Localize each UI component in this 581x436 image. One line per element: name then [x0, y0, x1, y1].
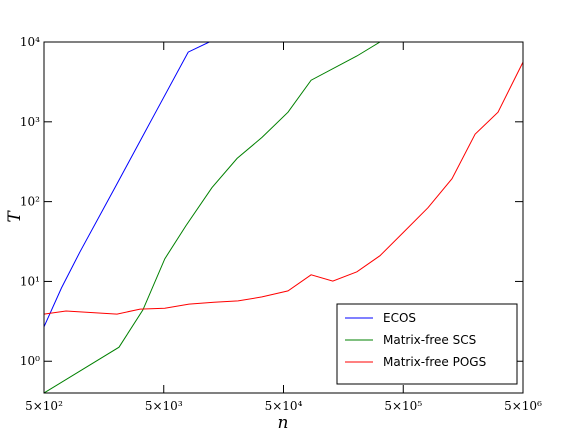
x-tick-label: 5×10⁴	[265, 399, 303, 413]
plot-frame	[43, 41, 524, 394]
x-tick-label: 5×10³	[145, 399, 183, 413]
legend-label: Matrix-free POGS	[383, 355, 486, 369]
x-tick-label: 5×10²	[25, 399, 63, 413]
y-tick-label: 10³	[20, 115, 40, 129]
series-line	[44, 42, 381, 393]
x-tick-label: 5×10⁶	[504, 399, 542, 413]
y-tick-label: 10²	[20, 195, 40, 209]
legend: ECOS Matrix-free SCS Matrix-free POGS	[336, 303, 518, 385]
legend-label: ECOS	[383, 311, 416, 325]
x-tick-label: 5×10⁵	[384, 399, 422, 413]
legend-label: Matrix-free SCS	[383, 333, 476, 347]
y-tick-label: 10¹	[20, 274, 40, 288]
x-axis-label: n	[278, 413, 289, 433]
y-tick-label: 10⁴	[20, 35, 40, 49]
legend-box	[336, 303, 518, 385]
y-tick-label: 10⁰	[20, 354, 40, 368]
y-axis-label: T	[5, 210, 25, 223]
series-line	[44, 61, 523, 315]
series-line	[44, 42, 210, 328]
